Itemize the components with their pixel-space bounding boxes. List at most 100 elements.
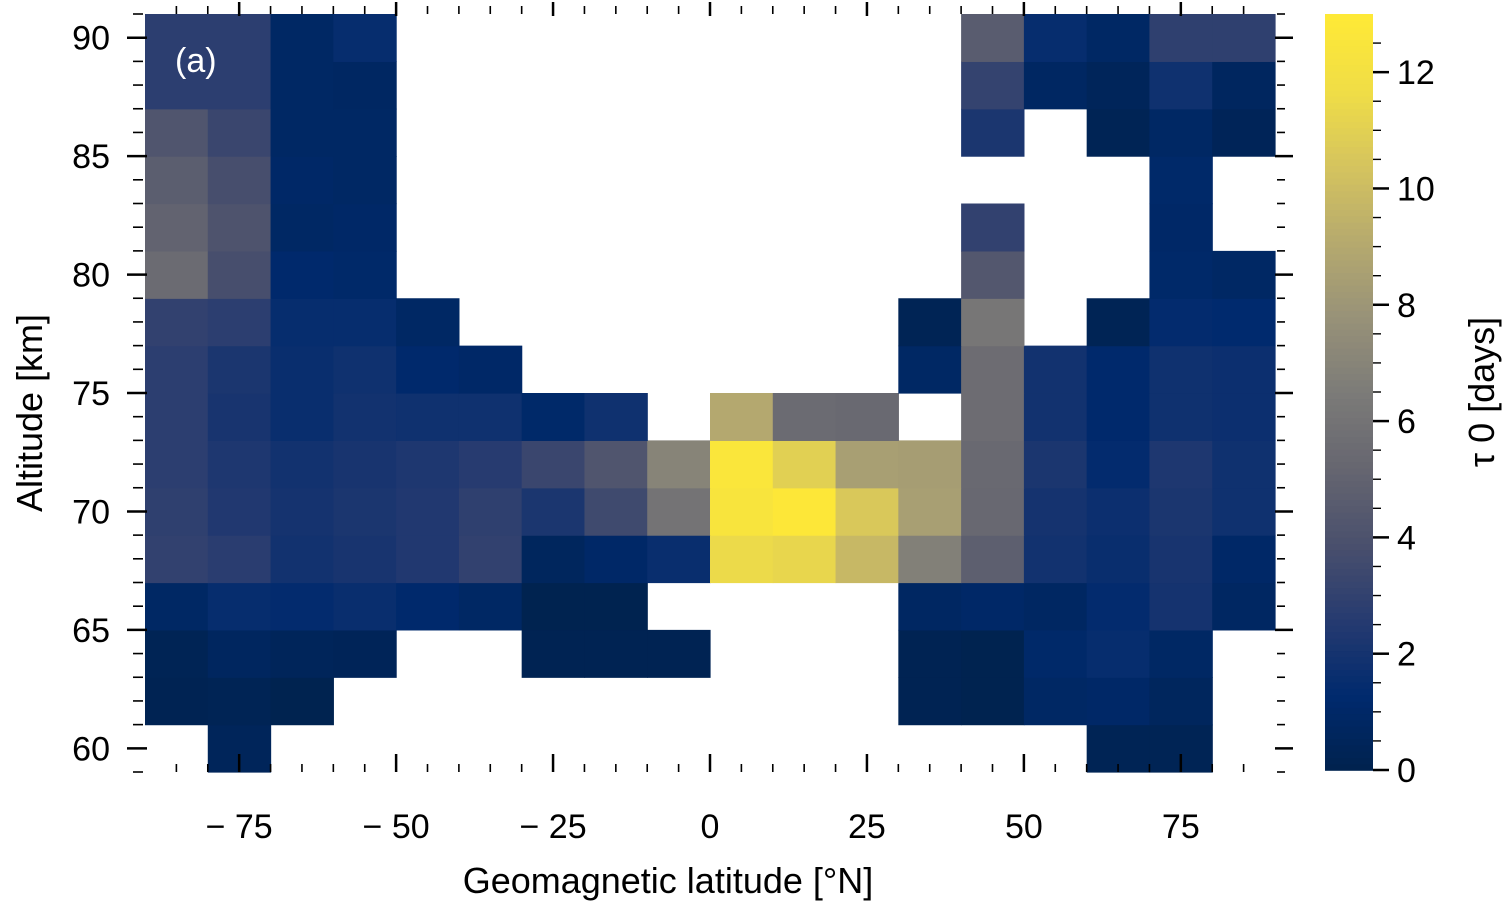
colorbar-segment — [1325, 662, 1373, 670]
heatmap-cell — [270, 61, 334, 110]
heatmap-cell — [1086, 108, 1151, 157]
heatmap-cell — [270, 14, 334, 62]
y-axis-label: Altitude [km] — [9, 314, 50, 512]
colorbar-segment — [1325, 725, 1373, 733]
colorbar-segment — [1325, 127, 1373, 135]
heatmap-cell — [333, 345, 397, 394]
colorbar-segment — [1325, 555, 1373, 563]
heatmap-cell — [1023, 345, 1088, 394]
colorbar-segment — [1325, 272, 1373, 280]
colorbar-segment — [1325, 455, 1373, 463]
heatmap-cell — [1212, 393, 1276, 441]
colorbar-segment — [1325, 89, 1373, 97]
colorbar-segment — [1325, 530, 1373, 538]
heatmap-cell — [1023, 393, 1088, 441]
colorbar-segment — [1325, 448, 1373, 456]
heatmap-cell — [772, 535, 837, 584]
y-axis-ticks: 60 65 70 75 80 85 90 — [72, 13, 1293, 773]
colorbar-segment — [1325, 650, 1373, 658]
heatmap-cell — [207, 629, 272, 678]
colorbar-segment — [1325, 278, 1373, 286]
heatmap-cell — [145, 487, 209, 536]
colorbar-segment — [1325, 165, 1373, 173]
colorbar-segment — [1325, 77, 1373, 85]
heatmap-cell — [145, 156, 209, 205]
heatmap-cell — [898, 535, 962, 584]
colorbar-segment — [1325, 732, 1373, 740]
heatmap-cell — [898, 440, 962, 489]
heatmap-cell — [1149, 535, 1213, 584]
colorbar-segment — [1325, 398, 1373, 406]
colorbar-segment — [1325, 158, 1373, 166]
colorbar-segment — [1325, 215, 1373, 223]
heatmap-cell — [1023, 487, 1088, 536]
colorbar-segment — [1325, 379, 1373, 387]
heatmap-cell — [898, 345, 962, 394]
heatmap-cell — [270, 203, 334, 252]
heatmap-cell — [270, 393, 334, 441]
heatmap-cell — [1086, 677, 1151, 726]
heatmap-cell — [647, 440, 711, 489]
heatmap-cell — [207, 677, 272, 726]
heatmap-cell — [270, 629, 334, 678]
colorbar-segment — [1325, 297, 1373, 305]
heatmap-cell — [961, 393, 1025, 441]
colorbar-segment — [1325, 763, 1373, 771]
heatmap-cell — [584, 440, 648, 489]
heatmap-cell — [333, 14, 397, 62]
heatmap-cell — [584, 582, 648, 631]
heatmap-cell — [1212, 14, 1276, 62]
colorbar-segment — [1325, 562, 1373, 570]
colorbar-segment — [1325, 404, 1373, 412]
heatmap-cell — [961, 677, 1025, 726]
colorbar-segment — [1325, 14, 1373, 22]
heatmap-cell — [1086, 440, 1151, 489]
heatmap-cell — [1086, 61, 1151, 110]
heatmap-cell — [333, 440, 397, 489]
heatmap-cell — [1149, 156, 1213, 205]
x-tick-label: 75 — [1162, 808, 1200, 846]
heatmap-cell — [521, 535, 586, 584]
heatmap-cell — [270, 440, 334, 489]
heatmap-cell — [1149, 582, 1213, 631]
heatmap-cell — [333, 582, 397, 631]
heatmap-cell — [647, 629, 711, 678]
heatmap-cell — [270, 345, 334, 394]
heatmap-cell — [396, 345, 460, 394]
colorbar-segment — [1325, 518, 1373, 526]
x-axis-label: Geomagnetic latitude [°N] — [463, 860, 874, 901]
heatmap-cell — [584, 629, 648, 678]
colorbar-segment — [1325, 688, 1373, 696]
heatmap-cell — [145, 108, 209, 157]
colorbar-tick-label: 0 — [1397, 752, 1416, 790]
heatmap-cell — [521, 393, 586, 441]
heatmap-cell — [1149, 345, 1213, 394]
colorbar-segment — [1325, 322, 1373, 330]
heatmap-cell — [270, 535, 334, 584]
colorbar-segment — [1325, 606, 1373, 614]
heatmap-cell — [145, 298, 209, 347]
colorbar-segment — [1325, 184, 1373, 192]
colorbar-segment — [1325, 581, 1373, 589]
heatmap-cell — [1086, 14, 1151, 62]
colorbar-segment — [1325, 543, 1373, 551]
colorbar-segment — [1325, 152, 1373, 160]
colorbar-segment — [1325, 612, 1373, 620]
colorbar-segment — [1325, 707, 1373, 715]
colorbar-segment — [1325, 70, 1373, 78]
heatmap-cell — [961, 108, 1025, 157]
heatmap-cell — [270, 108, 334, 157]
heatmap-cell — [1212, 345, 1276, 394]
heatmap-cell — [333, 250, 397, 299]
heatmap-cell — [396, 298, 460, 347]
colorbar-segment — [1325, 568, 1373, 576]
colorbar-segment — [1325, 681, 1373, 689]
heatmap-cell — [1086, 629, 1151, 678]
colorbar-segment — [1325, 713, 1373, 721]
colorbar-segment — [1325, 694, 1373, 702]
colorbar-segment — [1325, 39, 1373, 47]
colorbar-segment — [1325, 284, 1373, 292]
colorbar-segment — [1325, 574, 1373, 582]
colorbar-segment — [1325, 631, 1373, 639]
